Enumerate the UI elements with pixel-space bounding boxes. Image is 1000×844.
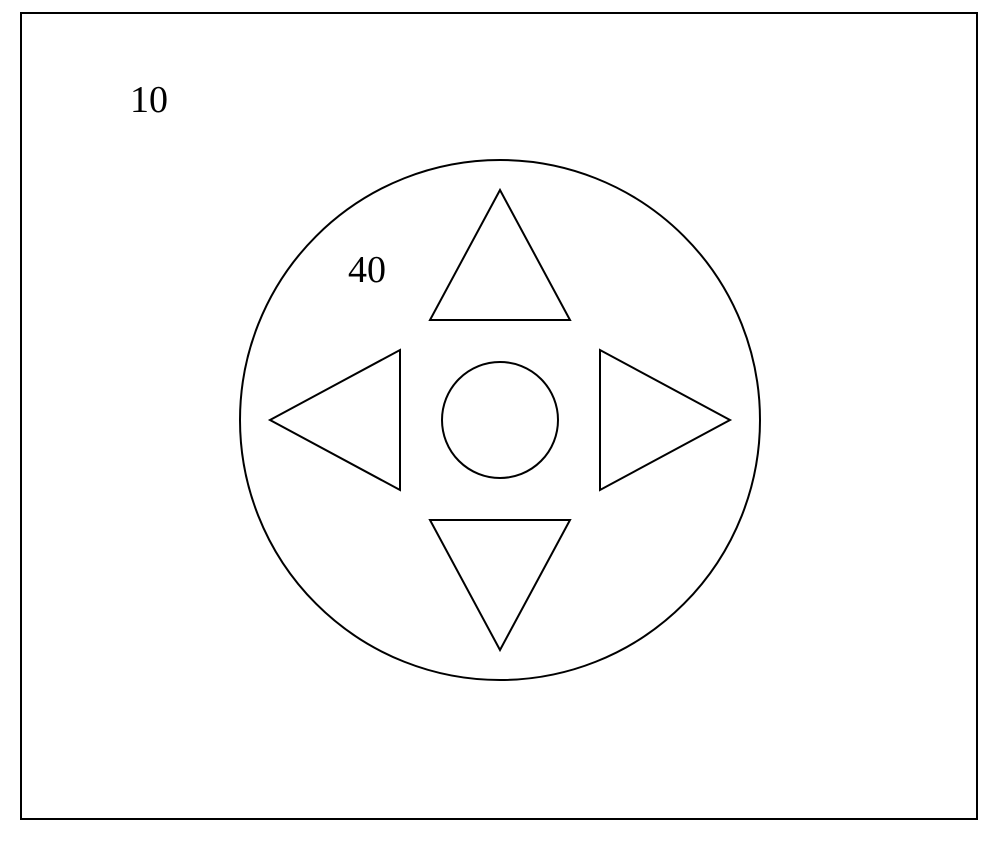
arrow-left-icon — [270, 350, 400, 490]
dpad-outer-circle — [240, 160, 760, 680]
dpad-center-circle — [442, 362, 558, 478]
arrow-down-icon — [430, 520, 570, 650]
dpad-svg — [0, 0, 1000, 844]
arrow-up-icon — [430, 190, 570, 320]
arrow-right-icon — [600, 350, 730, 490]
